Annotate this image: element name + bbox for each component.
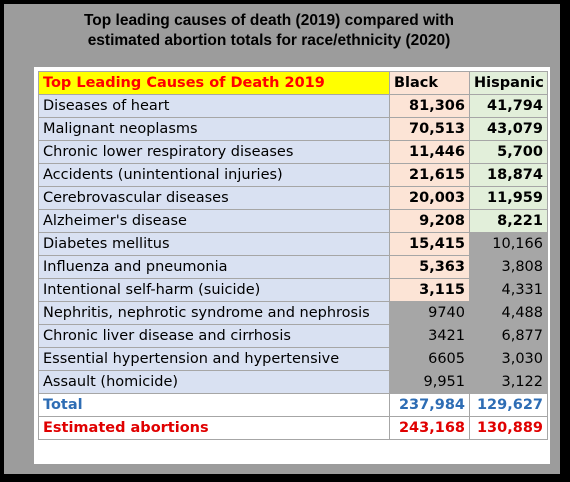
black-value: 15,415 bbox=[389, 232, 470, 256]
hispanic-value: 41,794 bbox=[469, 94, 548, 118]
hispanic-value: 11,959 bbox=[469, 186, 548, 210]
hispanic-value: 8,221 bbox=[469, 209, 548, 233]
estimated-abortions-row-label: Estimated abortions bbox=[38, 416, 390, 440]
black-value: 9,208 bbox=[389, 209, 470, 233]
header-black: Black bbox=[389, 71, 470, 95]
table-row: Diseases of heart 81,306 41,794 bbox=[38, 94, 548, 118]
cause-label: Accidents (unintentional injuries) bbox=[38, 163, 390, 187]
hispanic-value: 4,331 bbox=[469, 278, 548, 302]
cause-label: Chronic lower respiratory diseases bbox=[38, 140, 390, 164]
total-row-hispanic: 129,627 bbox=[469, 393, 548, 417]
cause-label: Influenza and pneumonia bbox=[38, 255, 390, 279]
total-row: Total 237,984 129,627 bbox=[38, 393, 548, 417]
black-value: 6605 bbox=[389, 347, 470, 371]
table-row: Chronic lower respiratory diseases 11,446… bbox=[38, 140, 548, 164]
table-row: Diabetes mellitus 15,415 10,166 bbox=[38, 232, 548, 256]
hispanic-value: 6,877 bbox=[469, 324, 548, 348]
estimated-abortions-row: Estimated abortions 243,168 130,889 bbox=[38, 416, 548, 440]
hispanic-value: 18,874 bbox=[469, 163, 548, 187]
table-row: Malignant neoplasms 70,513 43,079 bbox=[38, 117, 548, 141]
estimated-abortions-row-hispanic: 130,889 bbox=[469, 416, 548, 440]
table-container: Top Leading Causes of Death 2019 Black H… bbox=[34, 67, 550, 464]
hispanic-value: 3,122 bbox=[469, 370, 548, 394]
black-value: 11,446 bbox=[389, 140, 470, 164]
header-hispanic: Hispanic bbox=[469, 71, 548, 95]
black-value: 20,003 bbox=[389, 186, 470, 210]
table-row: Essential hypertension and hypertensive 6… bbox=[38, 347, 548, 371]
hispanic-value: 43,079 bbox=[469, 117, 548, 141]
black-value: 21,615 bbox=[389, 163, 470, 187]
black-value: 81,306 bbox=[389, 94, 470, 118]
black-value: 5,363 bbox=[389, 255, 470, 279]
hispanic-value: 3,808 bbox=[469, 255, 548, 279]
estimated-abortions-row-black: 243,168 bbox=[389, 416, 470, 440]
cause-label: Chronic liver disease and cirrhosis bbox=[38, 324, 390, 348]
table-row: Cerebrovascular diseases 20,003 11,959 bbox=[38, 186, 548, 210]
black-value: 70,513 bbox=[389, 117, 470, 141]
hispanic-value: 5,700 bbox=[469, 140, 548, 164]
table-row: Assault (homicide) 9,951 3,122 bbox=[38, 370, 548, 394]
cause-label: Essential hypertension and hypertensive bbox=[38, 347, 390, 371]
cause-label: Intentional self-harm (suicide) bbox=[38, 278, 390, 302]
table-row: Influenza and pneumonia 5,363 3,808 bbox=[38, 255, 548, 279]
title-line-2: estimated abortion totals for race/ethni… bbox=[87, 32, 451, 49]
cause-label: Alzheimer's disease bbox=[38, 209, 390, 233]
total-row-label: Total bbox=[38, 393, 390, 417]
total-row-black: 237,984 bbox=[389, 393, 470, 417]
hispanic-value: 10,166 bbox=[469, 232, 548, 256]
table-row: Nephritis, nephrotic syndrome and nephro… bbox=[38, 301, 548, 325]
image-frame: Top leading causes of death (2019) compa… bbox=[4, 4, 560, 474]
causes-of-death-table: Top Leading Causes of Death 2019 Black H… bbox=[38, 71, 548, 440]
table-row: Alzheimer's disease 9,208 8,221 bbox=[38, 209, 548, 233]
cause-label: Assault (homicide) bbox=[38, 370, 390, 394]
black-value: 3421 bbox=[389, 324, 470, 348]
table-body: Top Leading Causes of Death 2019 Black H… bbox=[38, 71, 548, 440]
black-value: 9740 bbox=[389, 301, 470, 325]
cause-label: Diseases of heart bbox=[38, 94, 390, 118]
black-value: 3,115 bbox=[389, 278, 470, 302]
table-header-row: Top Leading Causes of Death 2019 Black H… bbox=[38, 71, 548, 95]
table-row: Chronic liver disease and cirrhosis 3421 6… bbox=[38, 324, 548, 348]
hispanic-value: 4,488 bbox=[469, 301, 548, 325]
title-line-1: Top leading causes of death (2019) compa… bbox=[83, 12, 455, 29]
table-row: Accidents (unintentional injuries) 21,615… bbox=[38, 163, 548, 187]
cause-label: Nephritis, nephrotic syndrome and nephro… bbox=[38, 301, 390, 325]
hispanic-value: 3,030 bbox=[469, 347, 548, 371]
table-row: Intentional self-harm (suicide) 3,115 4,33… bbox=[38, 278, 548, 302]
header-cause: Top Leading Causes of Death 2019 bbox=[38, 71, 390, 95]
page-title: Top leading causes of death (2019) compa… bbox=[4, 11, 534, 51]
cause-label: Malignant neoplasms bbox=[38, 117, 390, 141]
cause-label: Cerebrovascular diseases bbox=[38, 186, 390, 210]
cause-label: Diabetes mellitus bbox=[38, 232, 390, 256]
black-value: 9,951 bbox=[389, 370, 470, 394]
